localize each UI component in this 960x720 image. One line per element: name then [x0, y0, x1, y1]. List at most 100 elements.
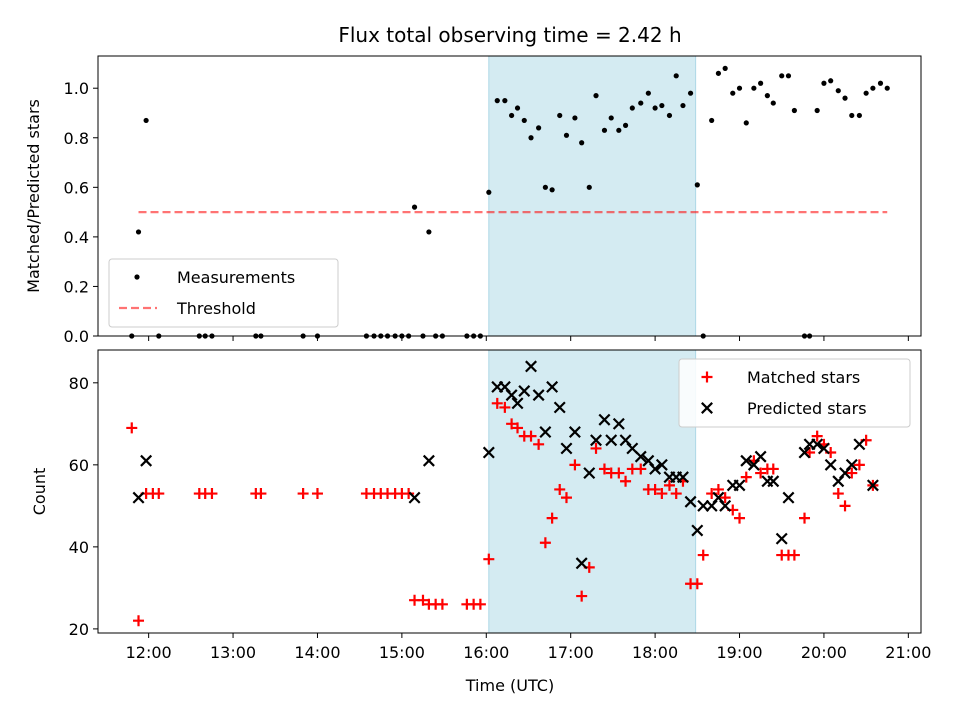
measurement-point: [666, 112, 673, 119]
measurement-point: [135, 229, 142, 235]
measurement-point: [842, 95, 848, 101]
matched-star-point: [740, 471, 752, 483]
predicted-star-point: [866, 479, 879, 492]
matched-star-point: [546, 512, 558, 524]
measurement-point: [509, 112, 515, 119]
predicted-star-point: [824, 458, 837, 471]
matched-star-point: [598, 463, 610, 475]
bottom-panel-frame: [97, 349, 922, 634]
matched-star-point: [755, 467, 767, 479]
measurement-point: [586, 184, 592, 190]
matched-star-point: [491, 397, 503, 409]
predicted-star-point: [853, 438, 866, 451]
predicted-star-point: [754, 450, 767, 463]
matched-star-point: [767, 463, 779, 475]
matched-star-point: [206, 488, 218, 500]
predicted-star-point: [560, 442, 573, 455]
matched-star-point: [691, 578, 703, 590]
matched-star-point: [539, 537, 551, 549]
measurement-point: [572, 115, 578, 121]
measurement-point: [730, 90, 736, 96]
x-tick-label: 14:00: [294, 643, 340, 662]
measurement-point: [601, 127, 608, 133]
predicted-star-point: [676, 471, 689, 484]
predicted-star-point: [605, 434, 618, 447]
measurement-point: [563, 132, 570, 138]
top-panel-ratio-plot: 0.0 0.2 0.4 0.6 0.8 1.0 Matched/Predicted sta…: [24, 55, 922, 346]
legend-marker-swatch: [134, 274, 140, 280]
legend-box: [678, 358, 911, 428]
measurement-point: [608, 115, 614, 121]
measurement-point: [622, 122, 629, 128]
x-tick-label: 21:00: [885, 643, 931, 662]
x-tick-label: 18:00: [632, 643, 678, 662]
predicted-star-point: [649, 462, 662, 475]
predicted-star-point: [655, 458, 668, 471]
measurement-point: [652, 105, 658, 111]
predicted-star-point: [539, 426, 552, 439]
predicted-star-point: [408, 491, 421, 504]
measurement-point: [736, 85, 743, 91]
measurement-point: [870, 85, 876, 91]
y-tick-label: 0.0: [64, 327, 89, 346]
measurement-point: [694, 182, 700, 188]
measurement-point: [579, 140, 585, 146]
predicted-star-point: [817, 442, 830, 455]
figure-title: Flux total observing time = 2.42 h: [338, 23, 681, 47]
matched-star-point: [560, 492, 572, 504]
matched-star-point: [620, 475, 632, 487]
measurement-point: [673, 73, 679, 79]
observing-window-span: [488, 55, 697, 337]
predicted-star-point: [575, 557, 588, 570]
predicted-star-point: [598, 413, 611, 426]
predicted-star-point: [422, 454, 435, 467]
predicted-star-point: [482, 446, 495, 459]
measurement-point: [486, 189, 492, 195]
predicted-star-point: [740, 454, 753, 467]
matched-star-point: [719, 492, 731, 504]
predicted-star-point: [568, 426, 581, 439]
top-legend: Measurements Threshold: [108, 258, 339, 328]
predicted-star-point: [634, 450, 647, 463]
y-tick-label: 20: [69, 620, 89, 639]
measurement-point: [709, 117, 715, 124]
matched-star-point: [799, 512, 811, 524]
matched-star-point: [576, 590, 588, 602]
legend-box: [108, 258, 339, 328]
measurement-point: [426, 229, 432, 235]
measurement-point: [411, 204, 418, 210]
measurement-point: [791, 107, 797, 114]
legend-marker-swatch: [701, 402, 713, 414]
measurement-point: [557, 112, 563, 119]
legend-label: Threshold: [176, 299, 256, 318]
predicted-star-point: [782, 491, 795, 504]
measurement-point: [616, 127, 622, 133]
predicted-star-point: [518, 385, 531, 397]
predicted-star-point: [719, 499, 732, 512]
predicted-star-point: [525, 360, 538, 373]
x-tick-label: 15:00: [379, 643, 425, 662]
x-tick-label: 16:00: [463, 643, 509, 662]
measurement-point: [514, 105, 521, 111]
matched-star-point: [533, 438, 545, 450]
predicted-star-point: [775, 532, 788, 545]
measurement-point: [751, 85, 757, 91]
matched-star-point: [811, 430, 823, 442]
measurement-point: [143, 117, 149, 124]
bottom-legend: Matched stars Predicted stars: [678, 358, 911, 428]
measurement-point: [770, 100, 776, 106]
x-tick-label: 13:00: [210, 643, 256, 662]
predicted-star-point: [684, 495, 697, 508]
matched-star-point: [649, 483, 661, 495]
measurement-point: [828, 78, 834, 84]
measurement-point: [785, 73, 792, 79]
measurement-point: [593, 93, 599, 99]
x-tick-label: 19:00: [716, 643, 762, 662]
measurement-point: [849, 112, 855, 119]
legend-label: Measurements: [177, 268, 295, 287]
matched-star-point: [712, 483, 724, 495]
predicted-star-point: [845, 458, 858, 471]
matched-star-point: [153, 488, 165, 500]
matched-star-point: [734, 512, 746, 524]
x-tick-label: 12:00: [126, 643, 172, 662]
